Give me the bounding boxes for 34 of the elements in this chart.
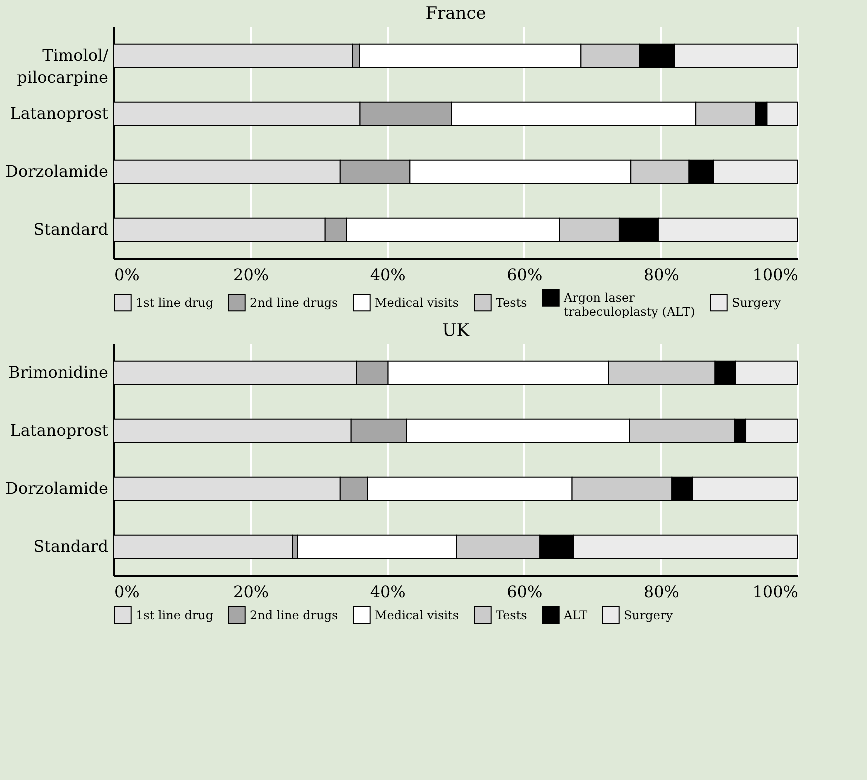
- chart-title: UK: [442, 321, 470, 341]
- y-tick-label: Brimonidine: [8, 363, 108, 382]
- legend-label: Medical visits: [375, 296, 460, 310]
- legend-label: Tests: [496, 608, 528, 622]
- x-tick-label: 40%: [370, 266, 406, 284]
- x-tick-label: 60%: [507, 266, 543, 284]
- legend-label: Argon laser trabeculoplasty (ALT): [563, 291, 696, 319]
- legend-label: Surgery: [624, 608, 674, 622]
- y-tick-label: Latanoprost: [10, 421, 110, 440]
- legend-label: 1st line drug: [136, 296, 214, 310]
- x-tick-label: 0%: [114, 582, 140, 602]
- x-tick-label: 60%: [507, 582, 543, 602]
- y-tick-label: Standard: [34, 537, 108, 556]
- chart-title: France: [426, 4, 486, 24]
- y-tick-label: Dorzolamide: [6, 162, 108, 181]
- x-tick-label: 20%: [234, 266, 270, 284]
- y-tick-label: Dorzolamide: [6, 479, 108, 498]
- x-tick-label: 100%: [752, 582, 798, 602]
- y-tick-label: Latanoprost: [10, 104, 110, 123]
- legend-label: 2nd line drugs: [250, 296, 338, 310]
- legend-label: Medical visits: [375, 608, 460, 622]
- x-tick-label: 20%: [234, 582, 270, 602]
- legend-label: 1st line drug: [136, 608, 214, 622]
- legend-label: ALT: [563, 608, 588, 622]
- legend-label: 2nd line drugs: [250, 608, 338, 622]
- x-tick-label: 100%: [752, 266, 798, 284]
- x-tick-label: 80%: [644, 266, 680, 284]
- x-tick-label: 0%: [114, 266, 140, 284]
- y-tick-label: Timolol/pilocarpine: [17, 46, 110, 87]
- legend-label: Tests: [496, 296, 528, 310]
- legend-label: Surgery: [732, 296, 782, 310]
- x-tick-label: 40%: [370, 582, 406, 602]
- y-tick-label: Standard: [34, 220, 108, 239]
- x-tick-label: 80%: [644, 582, 680, 602]
